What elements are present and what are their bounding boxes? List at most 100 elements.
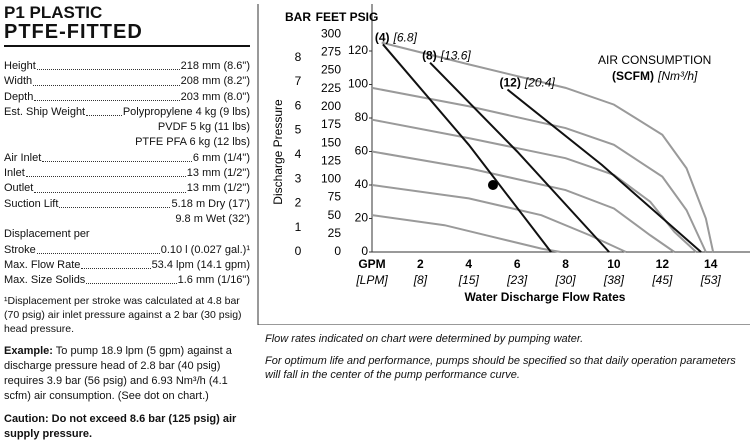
series-name-metric: [13.6] xyxy=(440,49,472,63)
spec-list: Height 218 mm (8.6") Width 208 mm (8.2") Dep… xyxy=(4,59,250,288)
curve xyxy=(371,86,707,253)
series-name-metric: [6.8] xyxy=(393,30,418,44)
unit: (SCFM) xyxy=(612,69,654,83)
spec-row: Width 208 mm (8.2") xyxy=(4,74,250,89)
spec-label: Width xyxy=(4,75,33,88)
notes: Flow rates indicated on chart were deter… xyxy=(265,332,745,390)
y2-tick-label: 150 xyxy=(321,135,341,149)
spec-value: Polypropylene 4 kg (9 lbs) xyxy=(122,105,250,118)
x-tick-label: 12 xyxy=(656,257,670,271)
spec-value: 203 mm (8.0") xyxy=(180,90,250,103)
title: P1 PLASTIC xyxy=(4,3,103,22)
y3-tick-label: 0 xyxy=(295,244,302,258)
x-tick-label: 4 xyxy=(465,257,472,271)
curve xyxy=(506,88,702,253)
leader xyxy=(42,151,192,163)
spec-value: 53.4 lpm (14.1 gpm) xyxy=(151,258,250,271)
x-tick-label-metric: [8] xyxy=(413,273,428,287)
leader xyxy=(59,197,171,208)
x-header: GPM xyxy=(358,257,385,271)
x-tick-label: 8 xyxy=(562,257,569,271)
spec-label: Depth xyxy=(4,90,34,103)
leader xyxy=(86,105,122,117)
x-tick-label: 14 xyxy=(704,257,718,271)
spec-row: Height 218 mm (8.6") xyxy=(4,59,250,74)
y3-tick-label: 8 xyxy=(295,50,302,64)
y2-tick-label: 250 xyxy=(321,63,341,77)
spec-value: 208 mm (8.2") xyxy=(180,75,250,88)
y2-header: FEET xyxy=(316,10,347,24)
annotation-unit: (SCFM) [Nm³/h] xyxy=(612,69,698,83)
y2-tick-label: 300 xyxy=(321,26,341,40)
x-header-metric: [LPM] xyxy=(355,273,388,287)
leader xyxy=(34,90,180,101)
spec-label: Air Inlet xyxy=(4,151,42,164)
spec-row: Stroke 0.10 l (0.027 gal.)¹ xyxy=(4,243,250,258)
spec-label: Suction Lift xyxy=(4,197,59,210)
footnote: ¹Displacement per stroke was calculated … xyxy=(4,295,242,336)
spec-row: Outlet 13 mm (1/2") xyxy=(4,181,250,196)
y2-tick-label: 125 xyxy=(321,153,341,167)
spec-label: Max. Flow Rate xyxy=(4,258,81,271)
x-axis-label: Water Discharge Flow Rates xyxy=(465,290,626,304)
y-axis-label: Discharge Pressure xyxy=(271,99,285,205)
y-tick-label: 40 xyxy=(355,177,369,191)
example-text: To pump 18.9 lpm (5 gpm) against a disch… xyxy=(4,345,232,403)
y2-tick-label: 75 xyxy=(328,190,342,204)
series-name: (4) xyxy=(375,30,390,44)
spec-extra: PVDF 5 kg (11 lbs) xyxy=(157,121,250,134)
spec-extra: 9.8 m Wet (32') xyxy=(175,212,250,225)
y-tick-label: 120 xyxy=(348,43,368,57)
curve xyxy=(381,41,715,253)
y2-tick-label: 175 xyxy=(321,117,341,131)
leader xyxy=(81,258,151,270)
spec-value: 6 mm (1/4") xyxy=(192,151,250,164)
spec-row: Max. Flow Rate 53.4 lpm (14.1 gpm) xyxy=(4,258,250,273)
y3-tick-label: 6 xyxy=(295,98,302,112)
example: Example: To pump 18.9 lpm (5 gpm) agains… xyxy=(4,344,250,404)
spec-heading: Displacement per xyxy=(4,228,90,241)
x-tick-label-metric: [23] xyxy=(506,273,528,287)
x-tick-label: 10 xyxy=(607,257,621,271)
caution: Caution: Do not exceed 8.6 bar (125 psig… xyxy=(4,413,237,441)
spec-value: 0.10 l (0.027 gal.)¹ xyxy=(160,243,250,256)
x-tick-label-metric: [53] xyxy=(700,273,722,287)
series-name: (8) xyxy=(422,49,437,63)
curve xyxy=(371,214,561,253)
example-label: Example: xyxy=(4,345,53,358)
spec-label: Est. Ship Weight xyxy=(4,105,86,118)
annotation: AIR CONSUMPTION xyxy=(598,53,711,67)
curve xyxy=(382,43,552,253)
spec-value: 218 mm (8.6") xyxy=(180,60,250,72)
spec-row: Suction Lift 5.18 m Dry (17') xyxy=(4,197,250,212)
spec-value: 1.6 mm (1/16") xyxy=(177,274,250,287)
y-tick-label: 0 xyxy=(361,244,368,258)
spec-label: Stroke xyxy=(4,243,36,256)
spec-value: 13 mm (1/2") xyxy=(186,167,250,180)
spec-sheet: P1 PLASTIC PTFE-FITTED Height 218 mm (8.6… xyxy=(4,4,250,442)
series-label: (12) [20.4] xyxy=(499,76,555,90)
x-tick-label-metric: [15] xyxy=(458,273,480,287)
spec-value: 13 mm (1/2") xyxy=(186,182,250,195)
y3-tick-label: 7 xyxy=(295,74,302,88)
y-tick-label: 80 xyxy=(355,110,369,124)
curve xyxy=(371,150,675,253)
series-label: (4) [6.8] xyxy=(375,30,418,44)
note: Flow rates indicated on chart were deter… xyxy=(265,333,584,345)
spec-row: Max. Size Solids 1.6 mm (1/16") xyxy=(4,273,250,288)
spec-extra: PTFE PFA 6 kg (12 lbs) xyxy=(135,136,250,149)
y3-tick-label: 5 xyxy=(295,123,302,137)
y-header: PSIG xyxy=(350,10,379,24)
leader xyxy=(34,181,186,193)
leader xyxy=(36,59,180,71)
spec-label: Outlet xyxy=(4,182,34,195)
y2-tick-label: 0 xyxy=(334,244,341,258)
y3-tick-label: 3 xyxy=(295,171,302,185)
spec-row: Air Inlet 6 mm (1/4") xyxy=(4,151,250,166)
unit-metric: [Nm³/h] xyxy=(657,69,698,83)
spec-label: Inlet xyxy=(4,167,25,180)
y2-tick-label: 50 xyxy=(328,208,342,222)
x-tick-label: 6 xyxy=(514,257,521,271)
subtitle: PTFE-FITTED xyxy=(4,22,250,47)
y2-tick-label: 225 xyxy=(321,81,341,95)
